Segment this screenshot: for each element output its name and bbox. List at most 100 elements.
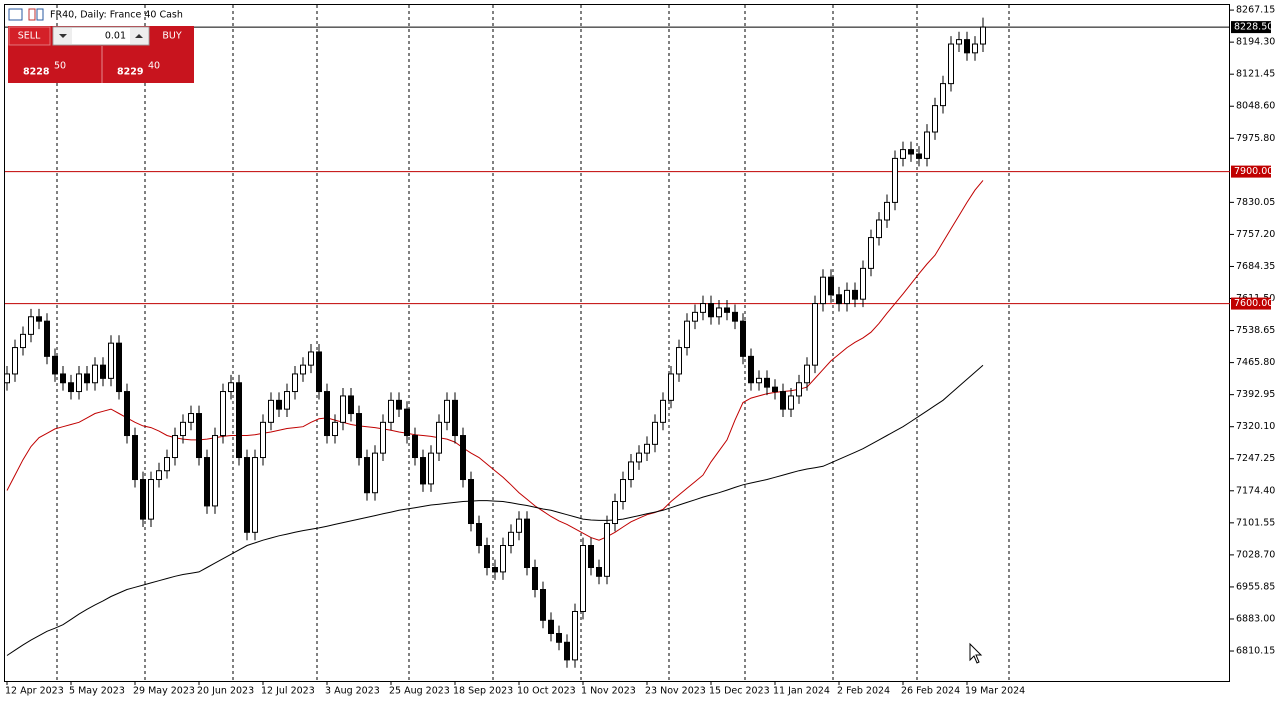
candle-body [900, 149, 906, 159]
lot-input[interactable] [52, 26, 150, 46]
candle-body [820, 276, 826, 305]
candle-body [196, 413, 202, 459]
lot-value[interactable]: 0.01 [105, 31, 126, 42]
y-tick-label: 6810.15 [1236, 646, 1275, 657]
candle-body [276, 399, 282, 410]
candle-body [628, 461, 634, 481]
candle-body [268, 399, 274, 423]
candle-body [852, 289, 858, 300]
sell-button[interactable] [8, 26, 51, 46]
candle-body [212, 435, 218, 507]
y-tick-label: 8121.45 [1236, 69, 1275, 80]
candle-body [180, 421, 186, 437]
candle-body [780, 391, 786, 410]
sell-price-main[interactable]: 8228 [23, 67, 50, 78]
candle-body [924, 131, 930, 159]
candle-body [756, 377, 762, 384]
candle-body [372, 452, 378, 494]
candle-body [604, 523, 610, 577]
candle-body [644, 443, 650, 454]
candle-body [396, 399, 402, 410]
candle-body [748, 355, 754, 384]
y-tick-label: 7757.20 [1236, 229, 1275, 240]
candle-body [796, 382, 802, 397]
candle-body [52, 355, 58, 375]
x-tick-label: 2 Feb 2024 [837, 686, 890, 697]
candle-body [860, 267, 866, 300]
header: FR40, Daily: France 40 Cash [8, 8, 183, 21]
candle-body [764, 377, 770, 388]
candle-body [740, 320, 746, 357]
candle-body [100, 364, 106, 379]
y-tick-label: 7392.95 [1236, 389, 1275, 400]
moving-average [6, 364, 984, 656]
candle-body [596, 567, 602, 577]
chart-title: FR40, Daily: France 40 Cash [50, 10, 183, 21]
candle-body [348, 395, 354, 415]
candle-body [204, 457, 210, 507]
candle-body [148, 479, 154, 520]
x-tick-label: 29 May 2023 [133, 686, 195, 697]
candle-body [356, 413, 362, 459]
candle-body [572, 610, 578, 661]
candle-body [980, 26, 986, 45]
candle-body [92, 364, 98, 384]
candle-body [828, 276, 834, 296]
candle-body [836, 294, 842, 305]
x-tick-label: 20 Jun 2023 [197, 686, 254, 697]
sell-price-pips[interactable]: 50 [54, 61, 66, 72]
x-tick-label: 18 Sep 2023 [453, 686, 513, 697]
candle-body [228, 382, 234, 393]
y-tick-label: 6883.00 [1236, 613, 1275, 624]
buy-price-pips[interactable]: 40 [148, 61, 160, 72]
candle-body [940, 83, 946, 107]
x-tick-label: 26 Feb 2024 [901, 686, 960, 697]
candle-body [772, 386, 778, 393]
icon [28, 8, 36, 21]
y-tick-label: 7028.70 [1236, 549, 1275, 560]
candle-body [892, 157, 898, 203]
candle-body [252, 457, 258, 533]
candle-body [540, 589, 546, 621]
y-tick-label: 7320.10 [1236, 421, 1275, 432]
candle-body [676, 347, 682, 375]
candle-body [948, 43, 954, 85]
candle-body [284, 391, 290, 410]
candle-body [716, 307, 722, 318]
candle-body [508, 531, 514, 547]
candle-body [708, 303, 714, 318]
moving-average [6, 180, 984, 541]
icon [8, 8, 23, 21]
candle-body [156, 470, 162, 481]
sell-label[interactable]: SELL [18, 31, 41, 42]
y-tick-label: 8194.30 [1236, 37, 1275, 48]
y-tick-label: 8267.15 [1236, 5, 1275, 16]
candle-body [340, 395, 346, 423]
candle-body [652, 421, 658, 445]
candle-body [28, 316, 34, 335]
candle-body [132, 435, 138, 481]
candle-body [692, 311, 698, 322]
candle-body [724, 307, 730, 313]
icon [36, 8, 44, 21]
candle-body [956, 39, 962, 45]
y-tick-label: 7684.35 [1236, 261, 1275, 272]
x-tick-label: 5 May 2023 [69, 686, 125, 697]
up-arrow [135, 34, 143, 38]
candle-body [36, 316, 42, 322]
level-label: 8228.50 [1234, 22, 1273, 33]
candle-body [444, 399, 450, 423]
candle-body [580, 545, 586, 612]
y-tick-label: 6955.85 [1236, 581, 1275, 592]
candle-body [292, 373, 298, 393]
candle-body [68, 382, 74, 393]
candle-body [172, 435, 178, 459]
candle-body [532, 567, 538, 591]
buy-price-main[interactable]: 8229 [117, 67, 143, 78]
candle-body [660, 399, 666, 423]
candle-body [636, 452, 642, 463]
candle-body [188, 413, 194, 423]
down-arrow [59, 34, 67, 38]
buy-label[interactable]: BUY [162, 31, 181, 42]
